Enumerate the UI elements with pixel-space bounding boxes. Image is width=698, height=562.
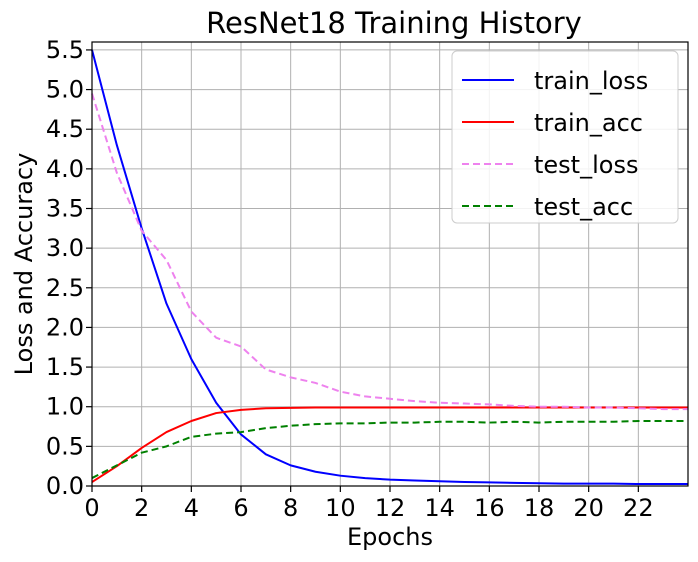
x-tick-label: 4 (184, 494, 199, 522)
y-tick-label: 2.5 (46, 274, 84, 302)
x-axis-title: Epochs (347, 523, 433, 551)
x-tick-label: 2 (134, 494, 149, 522)
x-tick-label: 0 (84, 494, 99, 522)
y-axis-title: Loss and Accuracy (10, 153, 38, 376)
legend-label-test-loss: test_loss (534, 151, 638, 179)
y-tick-label: 1.0 (46, 393, 84, 421)
y-tick-label: 0.5 (46, 432, 84, 460)
legend-label-test-acc: test_acc (534, 193, 633, 221)
legend-box (451, 50, 679, 224)
x-tick-label: 8 (283, 494, 298, 522)
y-tick-label: 5.5 (46, 36, 84, 64)
y-tick-label: 1.5 (46, 353, 84, 381)
x-tick-label: 6 (233, 494, 248, 522)
y-tick-label: 3.0 (46, 234, 84, 262)
legend-label-train-loss: train_loss (534, 67, 648, 95)
y-tick-label: 3.5 (46, 195, 84, 223)
legend-label-train-acc: train_acc (534, 109, 643, 137)
y-tick-label: 4.5 (46, 115, 84, 143)
x-tick-label: 16 (474, 494, 505, 522)
y-tick-label: 2.0 (46, 313, 84, 341)
series-line-test-acc (91, 419, 688, 479)
x-tick-label: 22 (623, 494, 654, 522)
legend: train_loss train_acc test_loss test_acc (451, 50, 679, 224)
x-tick-label: 10 (325, 494, 356, 522)
y-tick-label: 5.0 (46, 76, 84, 104)
chart-title: ResNet18 Training History (206, 6, 582, 40)
series-lines (91, 49, 688, 486)
axis-ticks: 0 2 4 6 8 10 12 14 16 18 20 22 0.0 0.5 1.0 1.5 2.0 2.5 3.0… (46, 36, 654, 522)
y-tick-label: 4.0 (46, 155, 84, 183)
y-tick-label: 0.0 (46, 472, 84, 500)
x-tick-label: 14 (424, 494, 455, 522)
series-line-train-loss (91, 49, 688, 486)
series-line-test-loss (91, 93, 688, 411)
x-tick-label: 20 (573, 494, 604, 522)
x-tick-label: 12 (375, 494, 406, 522)
x-tick-label: 18 (524, 494, 555, 522)
